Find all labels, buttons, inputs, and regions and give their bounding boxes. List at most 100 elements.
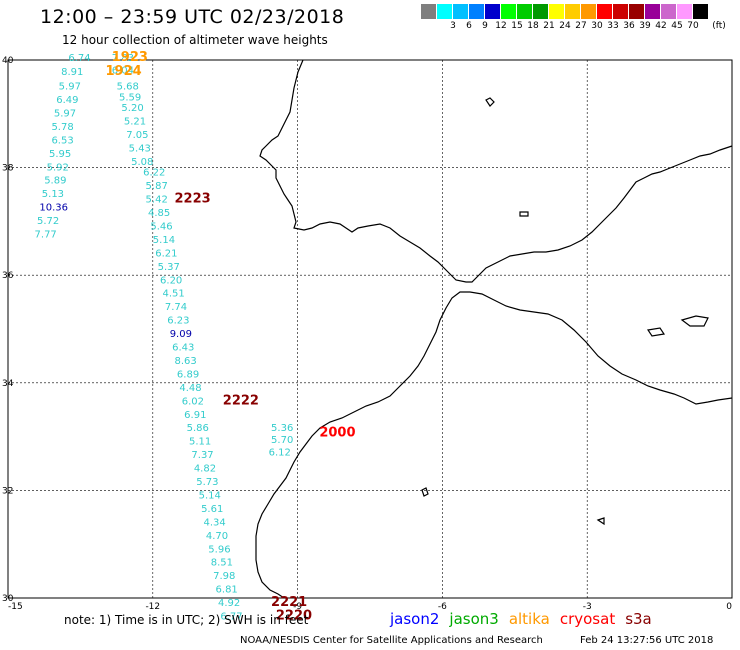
- legend-swatch: [581, 4, 597, 19]
- lon-tick-label: 0: [726, 602, 732, 612]
- legend-swatch: [437, 4, 453, 19]
- wave-height-value: 6.23: [167, 316, 189, 327]
- wave-height-value: 5.96: [208, 544, 230, 555]
- wave-height-value: 5.59: [119, 92, 141, 103]
- legend-label: 24: [559, 21, 571, 31]
- legend-swatch: [629, 4, 645, 19]
- lon-tick-label: -12: [145, 602, 160, 612]
- wave-height-value: 6.21: [155, 248, 177, 259]
- legend-label: 3: [450, 21, 456, 31]
- legend-label: 9: [482, 21, 488, 31]
- wave-height-value: 9.09: [170, 329, 192, 340]
- map-subtitle: 12 hour collection of altimeter wave hei…: [62, 33, 328, 47]
- legend-swatch: [565, 4, 581, 19]
- island-5: [421, 487, 429, 497]
- wave-height-value: 5.46: [150, 221, 172, 232]
- wave-height-value: 6.74: [68, 53, 90, 64]
- wave-height-value: 6.91: [184, 410, 206, 421]
- map-frame: [7, 59, 733, 599]
- legend-swatch: [485, 4, 501, 19]
- wave-height-value: 8.63: [175, 356, 197, 367]
- axis-ticks: 40 38 36 34 32 30-15 -12 -9 -6 -3 0: [2, 56, 732, 612]
- wave-height-value: 7.74: [165, 302, 187, 313]
- footer-timestamp: Feb 24 13:27:56 UTC 2018: [580, 635, 714, 646]
- legend-label: 33: [607, 21, 619, 31]
- pass-time-label: 2223: [175, 192, 211, 207]
- wave-height-value: 5.89: [44, 176, 66, 187]
- iberia-coast: [259, 59, 733, 283]
- satellite-legend: jason2 jason3 altika cryosat s3a: [390, 610, 662, 628]
- legend-label: 18: [527, 21, 539, 31]
- wave-height-value: 5.42: [146, 195, 168, 206]
- pass-time-label: 1924: [105, 64, 141, 79]
- wave-height-value: 6.04: [112, 65, 134, 76]
- wave-height-value: 5.68: [117, 82, 139, 93]
- wave-height-value: 5.21: [124, 117, 146, 128]
- legend-label: 36: [623, 21, 635, 31]
- wave-height-value: 7.83: [112, 53, 134, 64]
- wave-height-value: 4.92: [218, 598, 240, 609]
- island-4: [519, 211, 529, 217]
- wave-height-value: 5.95: [49, 149, 71, 160]
- coastline: [255, 59, 733, 599]
- legend-label: 21: [543, 21, 555, 31]
- wave-height-value: 6.53: [51, 135, 73, 146]
- legend-swatch: [645, 4, 661, 19]
- legend-swatch: [421, 4, 437, 19]
- note-text: note: 1) Time is in UTC; 2) SWH is in fe…: [64, 613, 309, 627]
- wave-height-value: 5.11: [189, 437, 211, 448]
- legend-swatch: [661, 4, 677, 19]
- wave-height-value: 5.87: [146, 181, 168, 192]
- wave-height-value: 4.34: [203, 517, 225, 528]
- island-3: [646, 327, 666, 337]
- legend-label: 6: [466, 21, 472, 31]
- satellite-s3a: s3a: [625, 610, 652, 628]
- pass-time-label: 1923: [112, 50, 148, 65]
- wave-height-value: 5.73: [196, 477, 218, 488]
- legend-swatch: [549, 4, 565, 19]
- wave-height-value: 5.14: [199, 490, 221, 501]
- island-6: [596, 517, 605, 526]
- lat-tick-label: 36: [2, 271, 14, 281]
- lat-tick-label: 32: [2, 486, 13, 496]
- island-1: [485, 97, 495, 107]
- wave-height-value: 6.49: [56, 95, 78, 106]
- legend-unit: (ft): [712, 21, 726, 31]
- wave-height-value: 4.82: [194, 464, 216, 475]
- satellite-altika: altika: [508, 610, 550, 628]
- footer-credit: NOAA/NESDIS Center for Satellite Applica…: [240, 635, 543, 646]
- wave-height-value: 5.97: [54, 108, 76, 119]
- wave-height-value: 6.20: [160, 275, 182, 286]
- grid-lines: [8, 60, 732, 598]
- legend-swatch: [501, 4, 517, 19]
- wave-height-value: 5.78: [51, 122, 73, 133]
- wave-height-value: 5.08: [131, 157, 153, 168]
- lon-tick-label: -15: [8, 602, 23, 612]
- legend-swatch: [597, 4, 613, 19]
- legend-swatches: [421, 4, 709, 19]
- legend-label: 15: [511, 21, 523, 31]
- wave-height-value: 4.70: [206, 531, 228, 542]
- satellite-jason3: jason3: [449, 610, 499, 628]
- wave-height-value: 6.02: [182, 396, 204, 407]
- lon-tick-label: -9: [293, 602, 302, 612]
- island-2: [680, 315, 709, 327]
- wave-height-value: 7.98: [213, 571, 235, 582]
- africa-coast: [255, 291, 733, 599]
- color-legend: 3 6 9 12 15 18 21 24 27 30 33 36 39 42 45 70 (ft): [421, 4, 726, 33]
- wave-height-value: 5.13: [42, 189, 64, 200]
- wave-height-value: 5.70: [271, 435, 293, 446]
- lat-tick-label: 30: [2, 594, 14, 604]
- lat-tick-label: 40: [2, 56, 14, 66]
- wave-height-value: 8.91: [61, 67, 83, 78]
- legend-swatch: [533, 4, 549, 19]
- legend-labels: 3 6 9 12 15 18 21 24 27 30 33 36 39 42 45 70 (ft): [421, 19, 726, 33]
- wave-height-value: 4.51: [162, 289, 184, 300]
- legend-label: 42: [655, 21, 667, 31]
- wave-height-value: 10.36: [39, 203, 68, 214]
- wave-height-value: 6.81: [216, 585, 238, 596]
- wave-height-value: 8.51: [211, 558, 233, 569]
- wave-height-value: 5.14: [153, 235, 175, 246]
